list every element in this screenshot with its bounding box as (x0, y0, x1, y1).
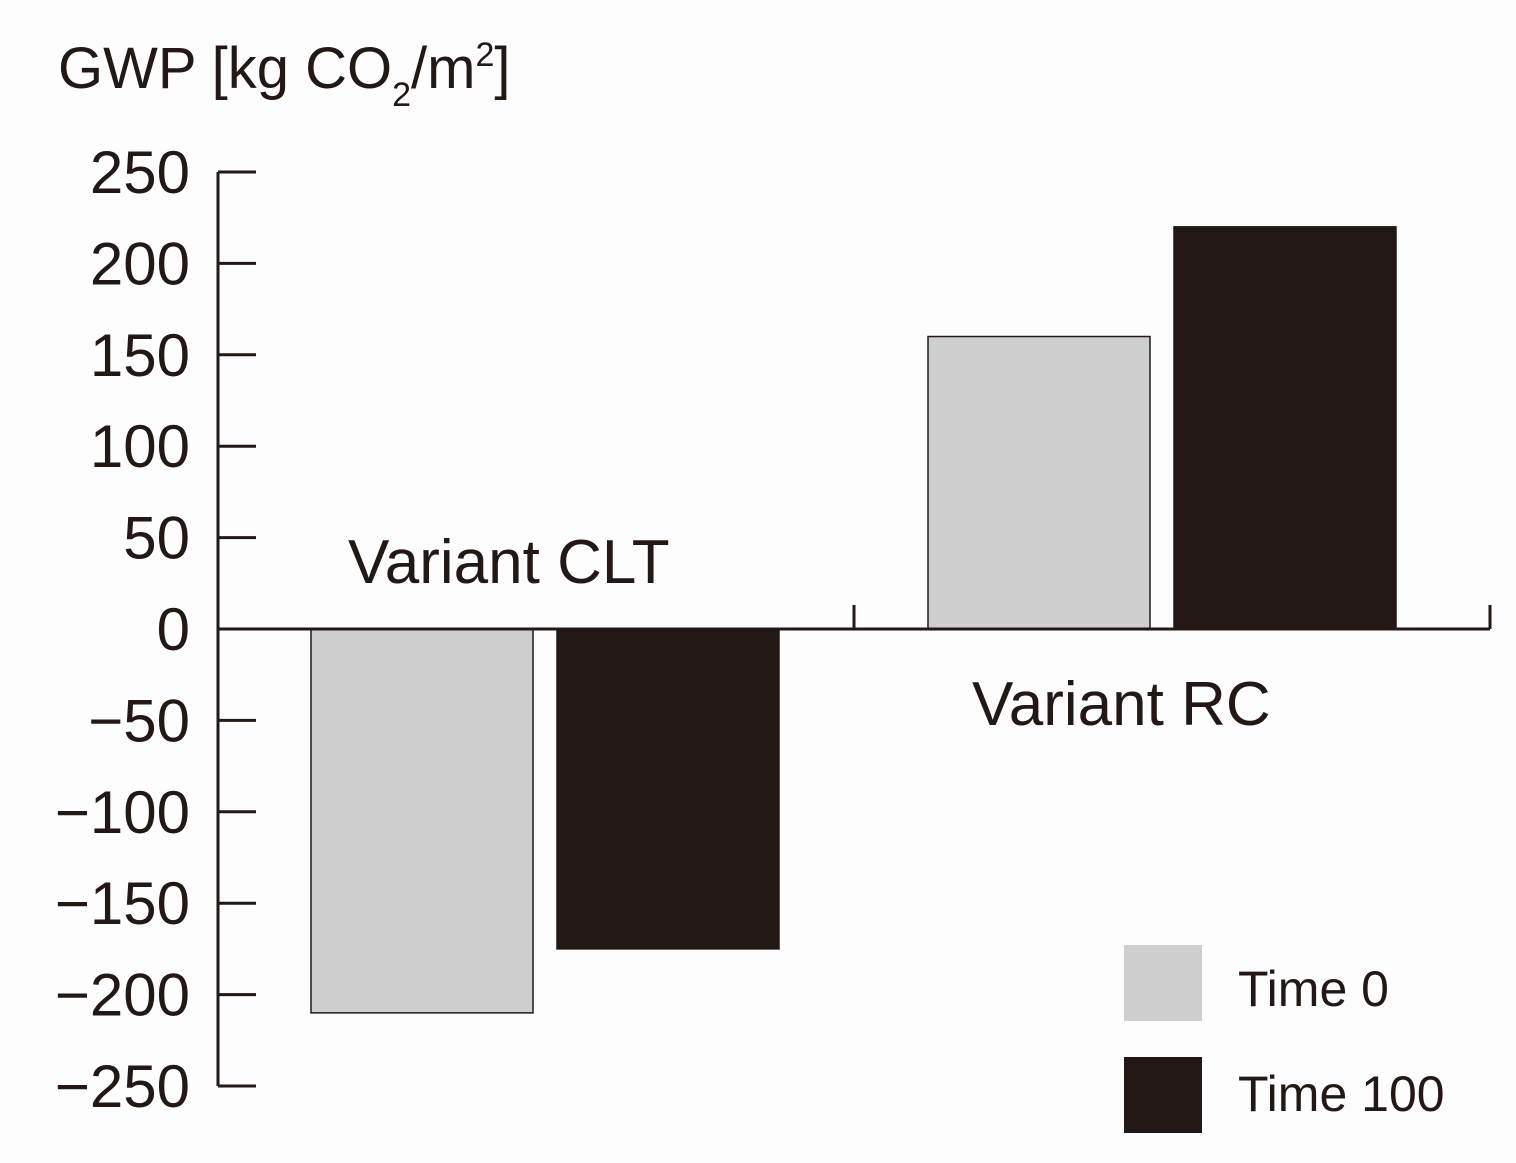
legend-swatch-time-100 (1124, 1057, 1202, 1133)
y-tick-label: −50 (88, 687, 190, 754)
y-tick-label: 50 (123, 505, 190, 572)
y-tick-label: 0 (157, 596, 190, 663)
y-tick-label: −200 (55, 962, 190, 1029)
bar-variant-rc-time-100 (1173, 226, 1397, 630)
bars (310, 226, 1397, 1014)
y-ticks: 250 200 150 100 50 0 −50 −100 −150 −200 −250 (55, 139, 256, 1120)
bar-variant-clt-time-100 (556, 628, 780, 950)
title-end: ] (494, 36, 510, 101)
y-tick-label: 250 (90, 139, 190, 206)
y-tick-label: −250 (55, 1053, 190, 1120)
y-tick-label: −150 (55, 870, 190, 937)
bar-variant-clt-time-0 (310, 628, 534, 1014)
title-superscript: 2 (475, 36, 494, 74)
y-tick-label: 200 (90, 230, 190, 297)
y-tick-label: −100 (55, 779, 190, 846)
y-tick-label: 100 (90, 413, 190, 480)
title-main: GWP [kg CO (58, 36, 392, 101)
y-tick-label: 150 (90, 322, 190, 389)
legend-label-time-0: Time 0 (1238, 961, 1389, 1017)
legend: Time 0 Time 100 (1124, 945, 1445, 1133)
title-subscript: 2 (392, 76, 411, 114)
chart-title: GWP [kg CO2/m2] (58, 36, 511, 114)
bar-variant-rc-time-0 (927, 335, 1151, 630)
category-label-variant-rc: Variant RC (972, 670, 1271, 739)
legend-label-time-100: Time 100 (1238, 1066, 1445, 1122)
category-label-variant-clt: Variant CLT (348, 528, 670, 597)
title-mid: /m (411, 36, 475, 101)
legend-swatch-time-0 (1124, 945, 1202, 1021)
